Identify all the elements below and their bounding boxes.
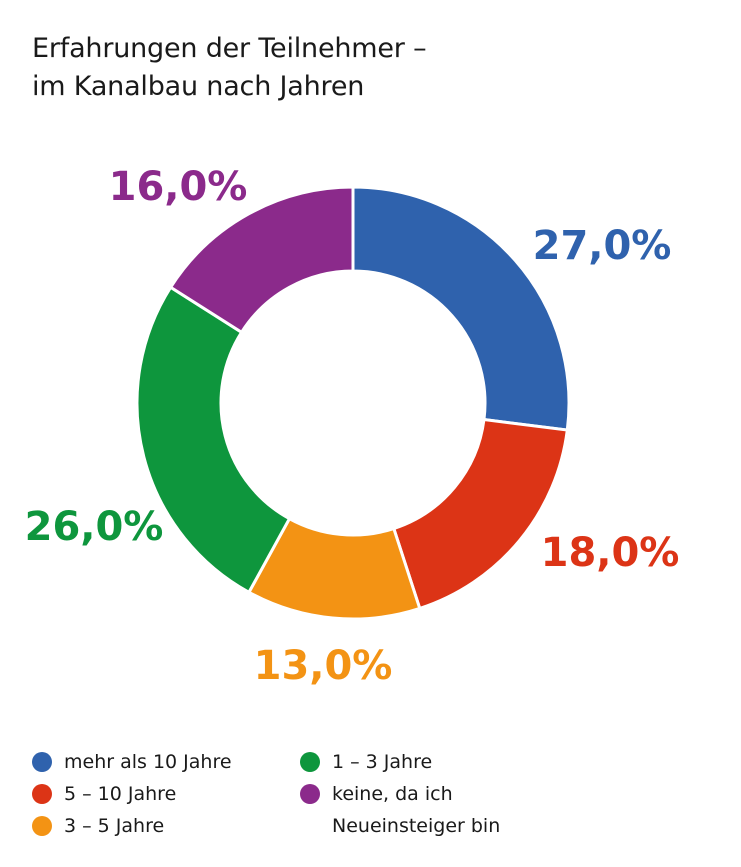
data-label-0: 27,0% <box>533 223 672 269</box>
donut-slice-4 <box>168 185 355 335</box>
data-label-2: 13,0% <box>254 643 393 689</box>
legend-dot <box>32 784 52 804</box>
donut-slice-1 <box>391 417 569 611</box>
chart-title: Erfahrungen der Teilnehmer – im Kanalbau… <box>32 30 427 106</box>
legend-item-mehr-als-10: mehr als 10 Jahre <box>32 746 232 778</box>
legend-column-2: 1 – 3 Jahre keine, da ich Neueinsteiger b… <box>300 746 500 842</box>
data-label-4: 16,0% <box>109 164 248 210</box>
title-line-1: Erfahrungen der Teilnehmer – <box>32 33 427 64</box>
legend-item-3-5: 3 – 5 Jahre <box>32 810 232 842</box>
donut-slice-3 <box>135 285 292 595</box>
donut-chart: 27,0% 18,0% 13,0% 26,0% 16,0% <box>25 164 680 689</box>
legend-dot <box>300 752 320 772</box>
legend-item-1-3: 1 – 3 Jahre <box>300 746 500 778</box>
legend-column-1: mehr als 10 Jahre 5 – 10 Jahre 3 – 5 Jah… <box>32 746 232 842</box>
data-label-3: 26,0% <box>25 504 164 550</box>
legend-item-keine: keine, da ich Neueinsteiger bin <box>300 778 500 842</box>
legend-dot <box>32 816 52 836</box>
title-line-2: im Kanalbau nach Jahren <box>32 71 365 102</box>
donut-slice-0 <box>351 185 571 432</box>
legend-dot <box>32 752 52 772</box>
legend-dot <box>300 784 320 804</box>
data-label-1: 18,0% <box>541 530 680 576</box>
legend-item-5-10: 5 – 10 Jahre <box>32 778 232 810</box>
